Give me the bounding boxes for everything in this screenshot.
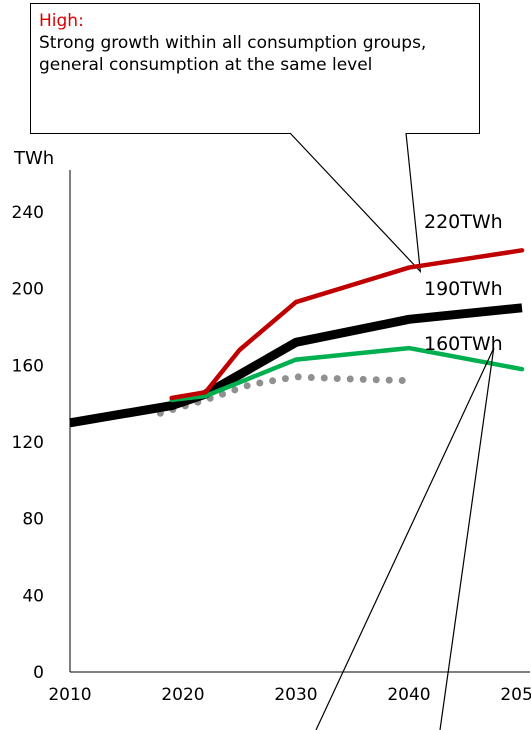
y-tick-label: 200 <box>12 280 44 300</box>
series-line <box>169 345 525 403</box>
y-tick-label: 40 <box>22 586 44 606</box>
tick-labels: 0 40 80 120 160 200 240 2010 2020 2030 2040 2050 <box>12 203 531 705</box>
annotation-190twh: 190TWh <box>424 278 503 300</box>
x-tick-label: 2010 <box>48 685 91 705</box>
x-tick-label: 2050 <box>500 685 531 705</box>
x-tick-label: 2030 <box>274 685 317 705</box>
leader-lines <box>315 347 495 730</box>
y-tick-label: 120 <box>12 433 44 453</box>
y-tick-label: 240 <box>12 203 44 223</box>
callout-label: High: <box>39 11 84 31</box>
series-line <box>69 303 523 428</box>
leader-line <box>315 347 495 730</box>
x-tick-label: 2020 <box>161 685 204 705</box>
leader-line <box>439 347 495 730</box>
series-line <box>169 248 525 401</box>
y-tick-label: 80 <box>22 510 44 530</box>
callout-pointer-shape <box>289 132 422 274</box>
scenario-callout: High: Strong growth within all consumpti… <box>30 3 480 134</box>
y-tick-label: 0 <box>33 663 44 683</box>
series-line <box>156 373 413 417</box>
annotation-220twh: 220TWh <box>424 211 503 233</box>
y-axis-label: TWh <box>13 148 54 169</box>
callout-pointer <box>289 132 422 274</box>
x-tick-label: 2040 <box>387 685 430 705</box>
y-tick-label: 160 <box>12 356 44 376</box>
series-lines <box>69 248 525 428</box>
callout-text: Strong growth within all consumption gro… <box>39 33 427 75</box>
annotation-160twh: 160TWh <box>424 333 503 355</box>
